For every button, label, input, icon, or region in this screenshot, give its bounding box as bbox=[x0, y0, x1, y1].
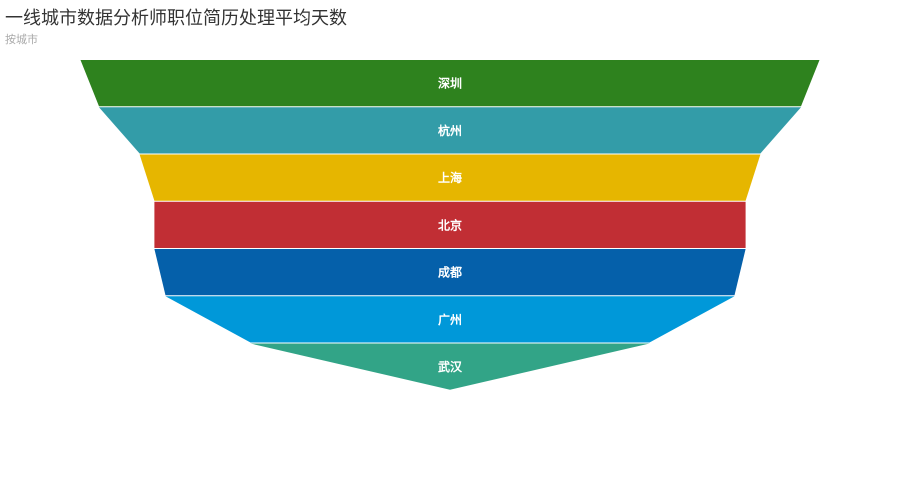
funnel-label-7: 武汉 bbox=[438, 359, 463, 374]
funnel-segment-7[interactable] bbox=[250, 343, 650, 390]
chart-subtitle: 按城市 bbox=[5, 33, 38, 46]
funnel-segment-1[interactable] bbox=[80, 60, 820, 107]
funnel-label-5: 成都 bbox=[438, 265, 462, 280]
funnel-label-8: 重庆 bbox=[438, 406, 462, 421]
funnel-label-2: 杭州 bbox=[438, 123, 462, 138]
funnel-label-1: 深圳 bbox=[438, 76, 462, 91]
funnel-segment-6[interactable] bbox=[165, 296, 735, 343]
funnel-segment-2[interactable] bbox=[98, 107, 802, 154]
funnel-label-3: 上海 bbox=[438, 170, 462, 185]
funnel-segment-5[interactable] bbox=[154, 249, 746, 296]
funnel-label-6: 广州 bbox=[438, 312, 462, 327]
funnel-segment-4[interactable] bbox=[154, 201, 746, 248]
funnel-label-4: 北京 bbox=[438, 217, 462, 232]
funnel-segment-3[interactable] bbox=[139, 154, 761, 201]
chart-title: 一线城市数据分析师职位简历处理平均天数 bbox=[5, 8, 347, 29]
